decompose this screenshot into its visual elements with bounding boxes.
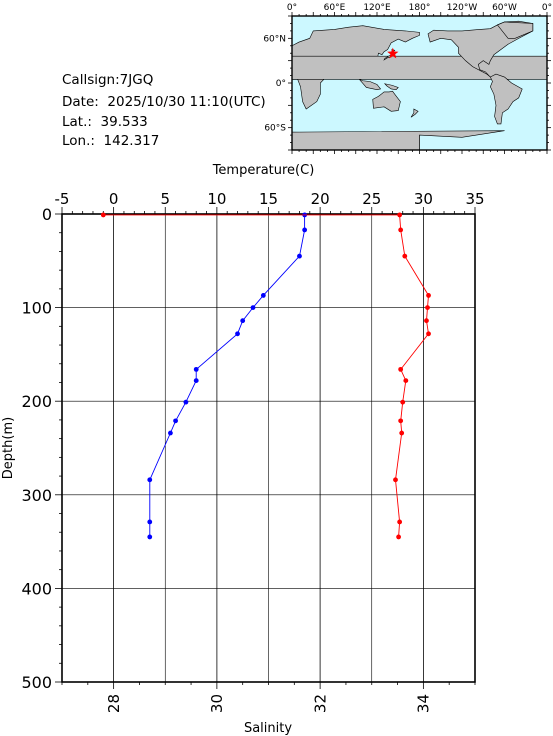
salinity-data-point: [235, 331, 240, 337]
temperature-data-point: [393, 477, 398, 483]
depth-axis-title: Depth(m): [1, 417, 16, 479]
temp-tick-label: 10: [207, 190, 226, 208]
map-lon-label: 120°E: [363, 3, 391, 13]
salinity-data-point: [147, 519, 153, 525]
salinity-data-point: [147, 534, 153, 540]
salinity-tick-label: 30: [208, 694, 226, 713]
salinity-data-point: [250, 305, 256, 310]
longitude-label: Lon.: 142.317: [62, 133, 160, 149]
map-lat-label: 0°: [276, 79, 286, 89]
salinity-profile-line: [149, 214, 306, 537]
temperature-data-point: [397, 212, 403, 218]
depth-tick-label: 0: [42, 205, 52, 224]
temperature-data-point: [424, 318, 429, 324]
latitude-label: Lat.: 39.533: [62, 114, 148, 130]
temperature-data-point: [100, 212, 106, 218]
star-icon: [387, 47, 399, 59]
map-lon-label: 0°: [542, 3, 552, 13]
salinity-data-point: [193, 378, 199, 384]
temp-tick-label: 5: [160, 190, 170, 208]
temp-tick-label: -5: [55, 190, 70, 208]
salinity-data-point: [168, 430, 173, 436]
temperature-data-point: [398, 418, 404, 424]
temperature-data-point: [425, 305, 430, 310]
land-polygon: [359, 79, 382, 91]
temperature-axis-title: Temperature(C): [212, 163, 315, 178]
salinity-axis-title: Salinity: [244, 721, 292, 736]
map-lon-label: 0°: [287, 3, 297, 13]
salinity-tick-label: 28: [105, 694, 123, 713]
temperature-data-point: [396, 534, 401, 540]
temperature-data-point: [398, 366, 404, 372]
callsign-label: Callsign:7JGQ: [62, 72, 154, 88]
salinity-data-point: [260, 293, 266, 298]
land-polygon: [383, 83, 399, 91]
salinity-data-point: [297, 253, 302, 259]
salinity-data-point: [183, 399, 189, 405]
temp-tick-label: 30: [414, 190, 433, 208]
axis-ticks: [55, 207, 476, 689]
map-lon-label: 60°E: [324, 3, 346, 13]
temperature-data-point: [402, 253, 408, 259]
temp-tick-label: 25: [362, 190, 381, 208]
depth-tick-label: 300: [21, 486, 52, 505]
temperature-data-point: [399, 430, 405, 436]
depth-tick-label: 200: [21, 392, 52, 411]
land-polygon: [410, 108, 419, 118]
temp-tick-label: 15: [259, 190, 278, 208]
salinity-tick-label: 34: [415, 694, 433, 713]
salinity-tick-label: 32: [311, 694, 329, 713]
map-ticks: [288, 12, 551, 154]
map-lat-label: 60°S: [264, 124, 286, 134]
temperature-data-point: [426, 331, 431, 337]
world-map: 0° 60°E 120°E 180° 120°W 60°W 0° 60°N 0° 60°S: [263, 3, 552, 154]
temp-tick-label: 0: [109, 190, 119, 208]
depth-tick-label: 100: [21, 299, 52, 318]
temp-tick-label: 20: [311, 190, 330, 208]
temperature-data-point: [400, 399, 406, 405]
temp-tick-label: 35: [465, 190, 484, 208]
map-lon-label: 60°W: [492, 3, 517, 13]
date-label: Date: 2025/10/30 11:10(UTC): [62, 94, 266, 110]
depth-tick-label: 500: [21, 673, 52, 692]
temperature-data-point: [426, 293, 431, 298]
depth-tick-label: 400: [21, 579, 52, 598]
grid-lines: [61, 214, 476, 682]
temperature-data-point: [403, 378, 409, 384]
temperature-profile-line: [103, 214, 429, 537]
salinity-data-point: [240, 318, 246, 324]
map-lon-label: 120°W: [447, 3, 478, 13]
map-lat-label: 60°N: [263, 34, 286, 44]
land-polygon: [489, 73, 523, 125]
salinity-data-point: [193, 366, 199, 372]
temperature-data-point: [397, 519, 403, 525]
land-polygon: [496, 21, 534, 39]
map-lon-label: 180°: [409, 3, 431, 13]
salinity-data-point: [302, 227, 308, 233]
salinity-data-point: [147, 477, 153, 483]
land-polygon: [372, 90, 401, 112]
salinity-data-point: [173, 418, 178, 424]
temperature-data-point: [398, 227, 404, 233]
